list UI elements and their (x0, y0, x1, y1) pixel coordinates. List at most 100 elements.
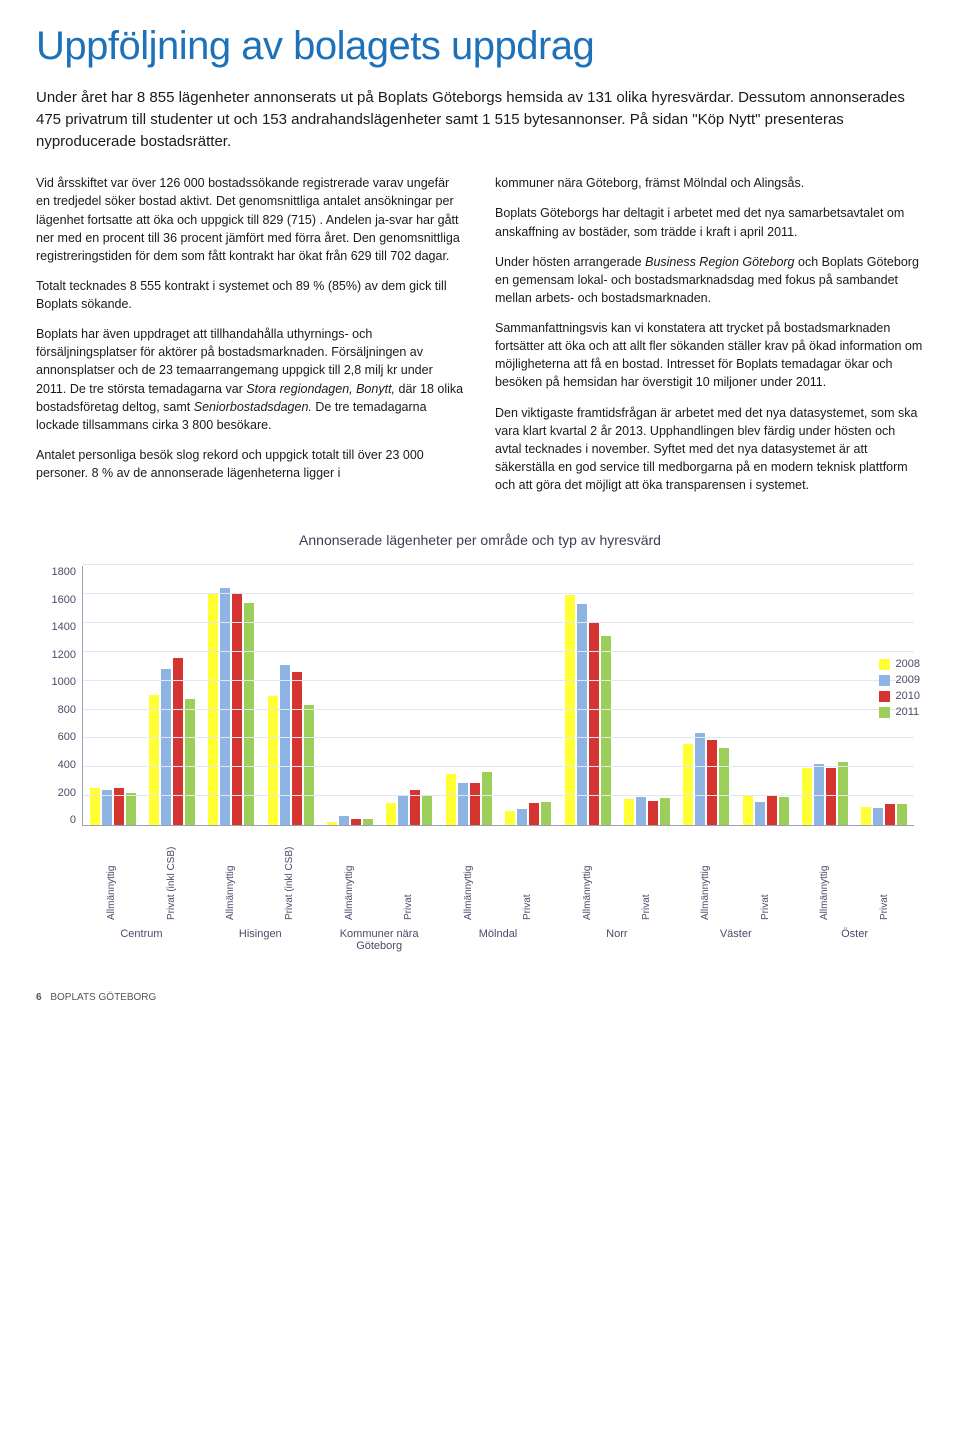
bar (695, 733, 705, 825)
x-category-label: Allmännyttig (700, 830, 711, 920)
right-column: kommuner nära Göteborg, främst Mölndal o… (495, 174, 924, 506)
bar (873, 808, 883, 825)
bar (648, 801, 658, 826)
x-category-label: Privat (403, 830, 414, 920)
bar (220, 588, 230, 825)
bar-group (558, 566, 617, 825)
page-title: Uppföljning av bolagets uppdrag (36, 24, 924, 69)
bar (398, 796, 408, 825)
bar (565, 595, 575, 825)
bar (185, 699, 195, 825)
left-p4: Antalet personliga besök slog rekord och… (36, 446, 465, 482)
bar-group (795, 566, 854, 825)
legend-swatch (879, 675, 890, 686)
right-p2: Boplats Göteborgs har deltagit i arbetet… (495, 204, 924, 240)
bar (826, 768, 836, 825)
legend-item: 2011 (879, 706, 920, 718)
bar (719, 748, 729, 825)
bar (446, 774, 456, 825)
bar (838, 762, 848, 826)
y-tick-label: 1200 (52, 649, 76, 661)
left-p1: Vid årsskiftet var över 126 000 bostadss… (36, 174, 465, 265)
bar (114, 788, 124, 825)
x-category-label: Allmännyttig (463, 830, 474, 920)
plot-area (82, 566, 914, 826)
bar (885, 804, 895, 825)
bar (327, 822, 337, 826)
y-tick-label: 800 (58, 704, 76, 716)
bar (304, 705, 314, 826)
bar (624, 799, 634, 825)
y-tick-label: 200 (58, 787, 76, 799)
bar-group (439, 566, 498, 825)
x-category-label: Allmännyttig (582, 830, 593, 920)
x-axis-region-labels: CentrumHisingenKommuner nära GöteborgMöl… (82, 928, 914, 952)
bar-group (202, 566, 261, 825)
bar (386, 803, 396, 825)
bar-group (261, 566, 320, 825)
y-tick-label: 1400 (52, 621, 76, 633)
x-region-label: Mölndal (439, 928, 558, 952)
bar (458, 783, 468, 826)
bar-group (617, 566, 676, 825)
left-p2: Totalt tecknades 8 555 kontrakt i system… (36, 277, 465, 313)
legend-label: 2009 (896, 674, 920, 686)
bar (517, 809, 527, 825)
bar (149, 695, 159, 825)
x-category-label: Allmännyttig (225, 830, 236, 920)
legend-swatch (879, 707, 890, 718)
x-axis-category-labels: Allmännyttig Privat (inkl CSB) Allmännytti… (82, 830, 914, 920)
bar (244, 603, 254, 825)
bar-chart: Annonserade lägenheter per område och ty… (36, 532, 924, 952)
bar (339, 816, 349, 825)
bar (292, 672, 302, 825)
bar (351, 819, 361, 826)
bar (636, 797, 646, 825)
legend: 2008 2009 2010 2011 (879, 658, 920, 722)
right-p3: Under hösten arrangerade Business Region… (495, 253, 924, 307)
x-region-label: Hisingen (201, 928, 320, 952)
bar (861, 807, 871, 825)
bar (90, 788, 100, 826)
legend-item: 2008 (879, 658, 920, 670)
footer-book-title: BOPLATS GÖTEBORG (50, 992, 156, 1003)
bar (601, 636, 611, 825)
bar (363, 819, 373, 825)
x-category-label: Allmännyttig (106, 830, 117, 920)
bar (743, 796, 753, 826)
legend-label: 2008 (896, 658, 920, 670)
bar (529, 803, 539, 825)
bar (755, 802, 765, 825)
bar-group (320, 566, 379, 825)
right-p1: kommuner nära Göteborg, främst Mölndal o… (495, 174, 924, 192)
x-category-label: Allmännyttig (819, 830, 830, 920)
x-category-label: Privat (inkl CSB) (284, 830, 295, 920)
y-tick-label: 600 (58, 731, 76, 743)
y-tick-label: 1800 (52, 566, 76, 578)
y-axis: 180016001400120010008006004002000 (46, 566, 82, 826)
bar (470, 783, 480, 826)
bar (126, 793, 136, 825)
x-region-label: Kommuner nära Göteborg (320, 928, 439, 952)
y-tick-label: 1000 (52, 676, 76, 688)
intro-paragraph: Under året har 8 855 lägenheter annonser… (36, 87, 906, 152)
left-p3: Boplats har även uppdraget att tillhanda… (36, 325, 465, 434)
bar-group (83, 566, 142, 825)
x-region-label: Öster (795, 928, 914, 952)
bar-group (142, 566, 201, 825)
bar (422, 796, 432, 826)
x-category-label: Privat (inkl CSB) (166, 830, 177, 920)
right-p5: Den viktigaste framtidsfrågan är arbetet… (495, 404, 924, 495)
x-region-label: Väster (676, 928, 795, 952)
bar-group (677, 566, 736, 825)
y-tick-label: 400 (58, 759, 76, 771)
bar (280, 665, 290, 825)
legend-label: 2010 (896, 690, 920, 702)
bar-group (736, 566, 795, 825)
x-category-label: Privat (879, 830, 890, 920)
legend-swatch (879, 659, 890, 670)
bar (802, 768, 812, 825)
bar (541, 802, 551, 825)
page-footer: 6 BOPLATS GÖTEBORG (36, 992, 924, 1003)
bar (897, 804, 907, 825)
